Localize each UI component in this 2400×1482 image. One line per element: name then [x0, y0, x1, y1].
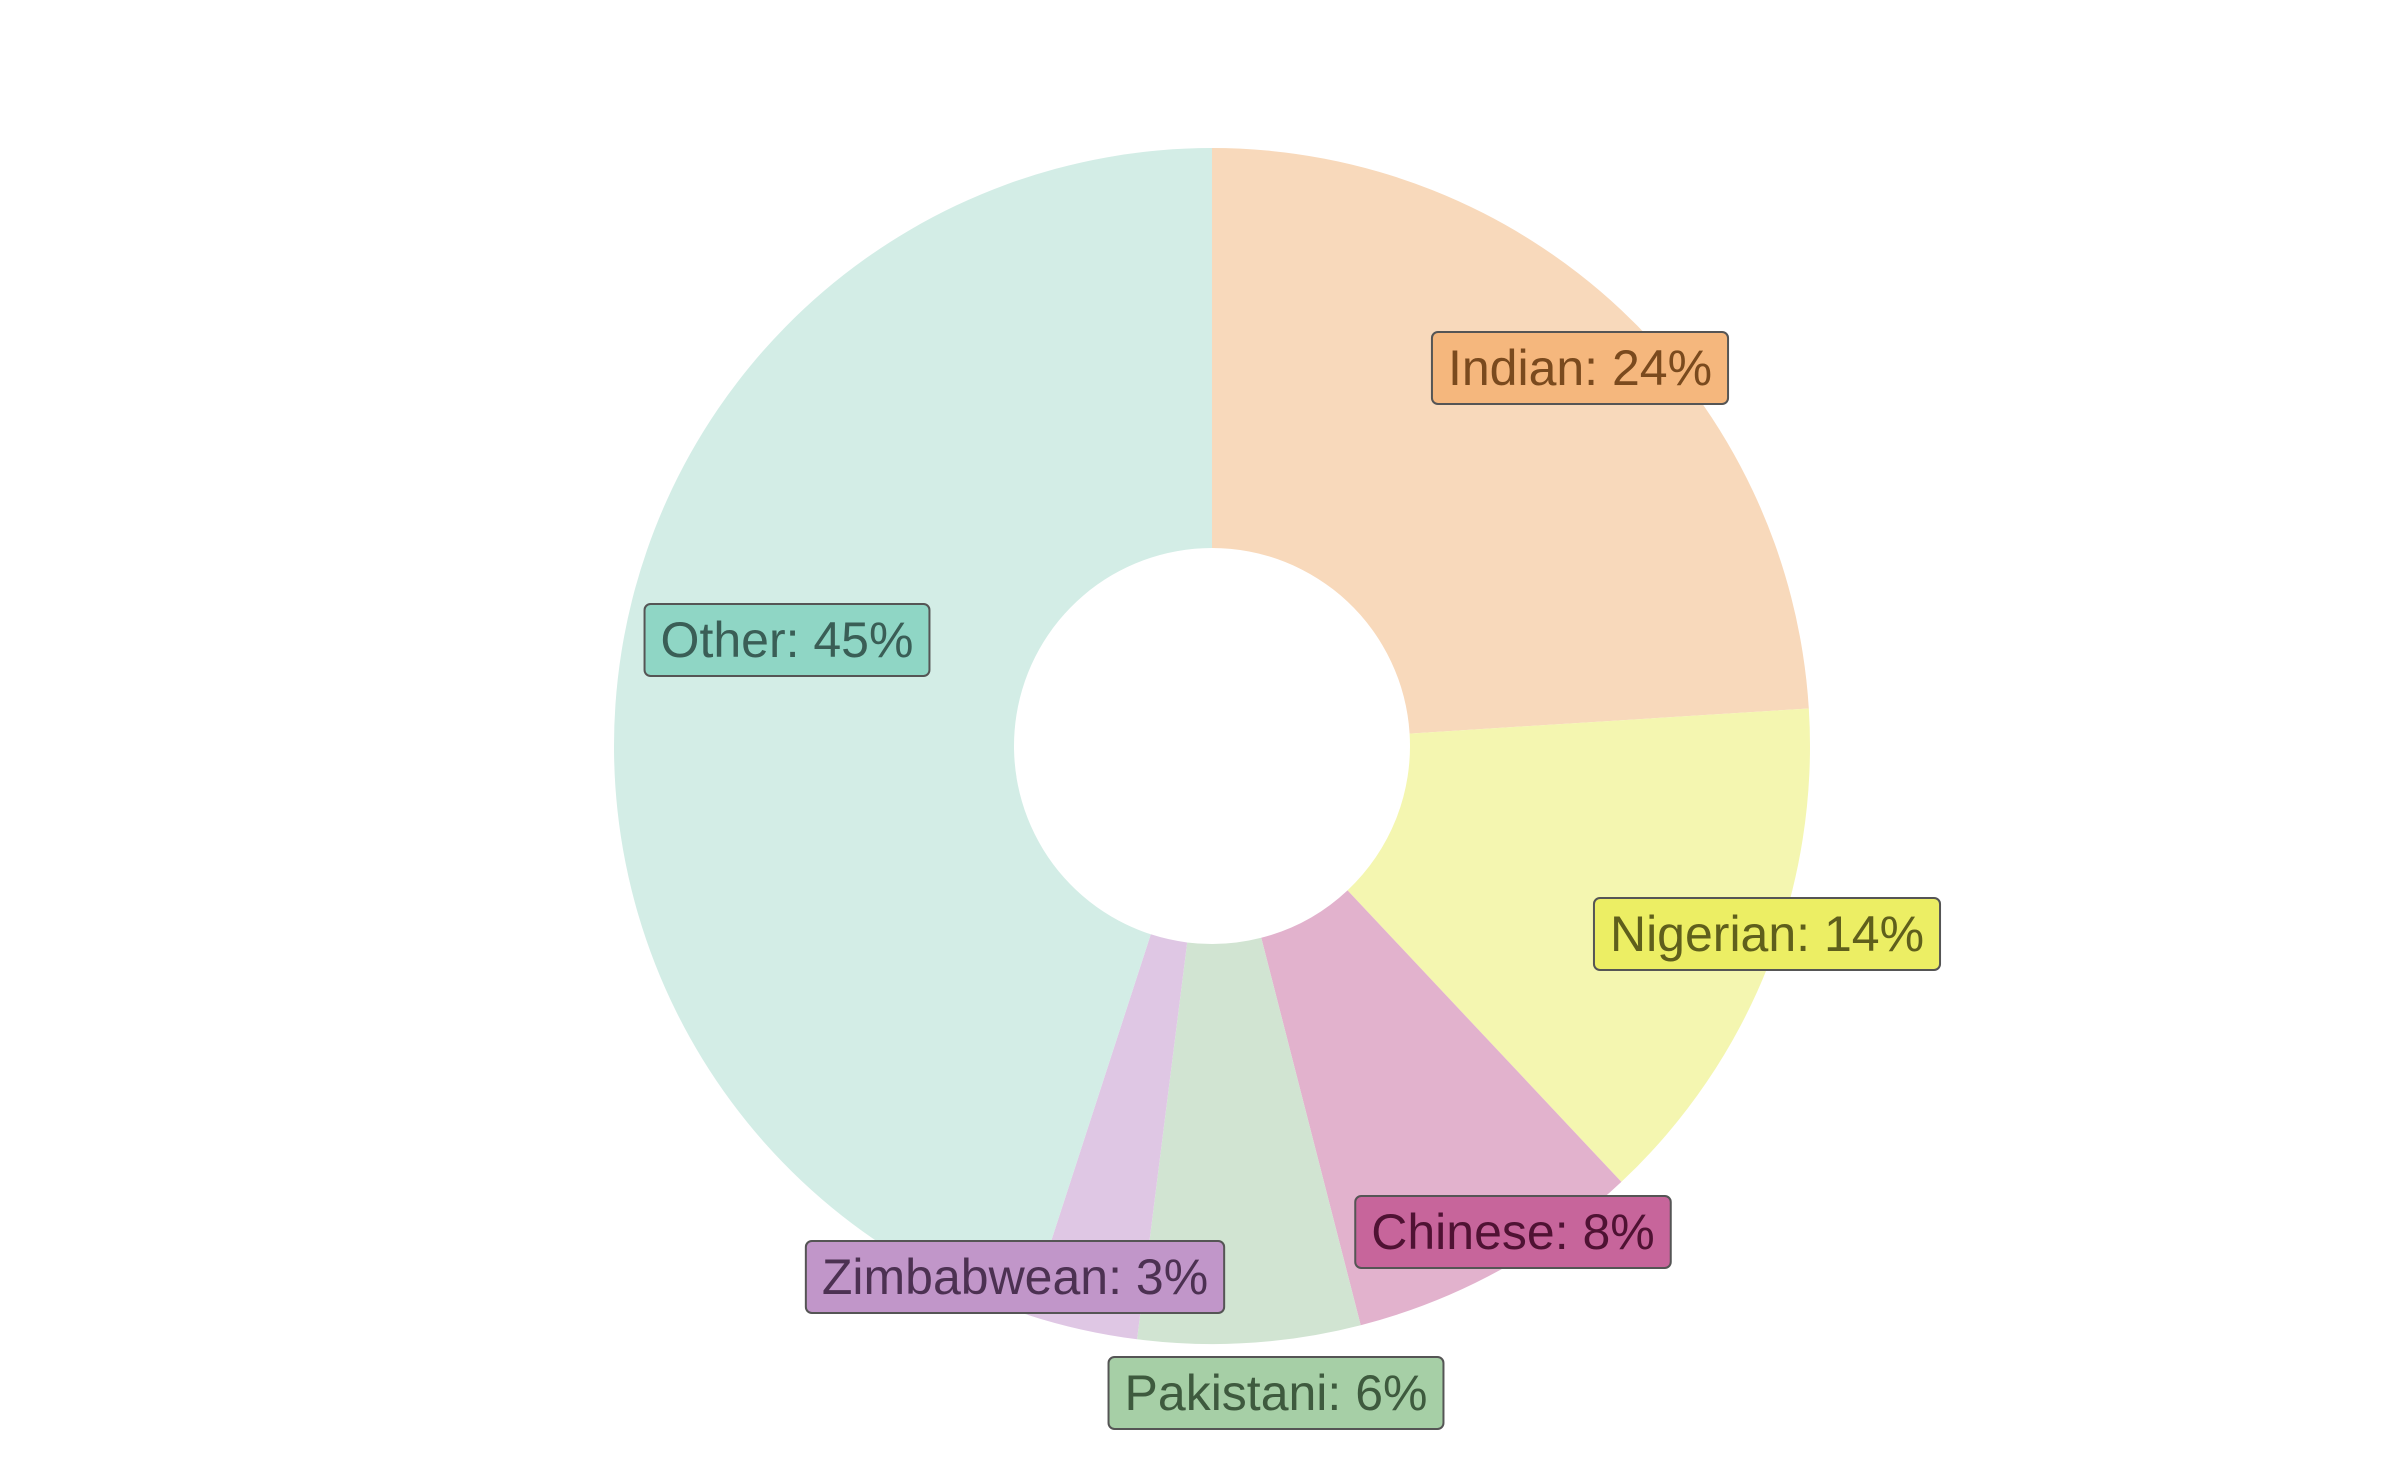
label-text-other: Other: 45%: [661, 612, 914, 668]
label-box-indian: [1430, 331, 1730, 405]
label-chinese: Chinese: 8%: [1354, 1195, 1672, 1269]
slices-layer: [614, 148, 1810, 1344]
label-text-pakistani: Pakistani: 6%: [1125, 1365, 1428, 1421]
label-box-chinese: [1354, 1195, 1672, 1269]
label-indian: Indian: 24%: [1430, 331, 1730, 405]
label-text-zimbabwean: Zimbabwean: 3%: [822, 1249, 1208, 1305]
slice-nigerian: [1347, 708, 1810, 1182]
label-box-nigerian: [1592, 897, 1942, 971]
slice-other: [614, 148, 1212, 1315]
label-box-pakistani: [1107, 1356, 1445, 1430]
label-text-chinese: Chinese: 8%: [1371, 1204, 1655, 1260]
label-text-nigerian: Nigerian: 14%: [1610, 906, 1924, 962]
slice-indian: [1212, 148, 1809, 734]
label-zimbabwean: Zimbabwean: 3%: [804, 1240, 1226, 1314]
label-other: Other: 45%: [643, 603, 931, 677]
label-pakistani: Pakistani: 6%: [1107, 1356, 1445, 1430]
label-text-indian: Indian: 24%: [1448, 340, 1712, 396]
label-box-zimbabwean: [804, 1240, 1226, 1314]
slice-zimbabwean: [1027, 934, 1188, 1340]
labels-layer: Indian: 24% Nigerian: 14% Chinese: 8% Pakis…: [643, 331, 1942, 1430]
label-nigerian: Nigerian: 14%: [1592, 897, 1942, 971]
label-box-other: [643, 603, 931, 677]
